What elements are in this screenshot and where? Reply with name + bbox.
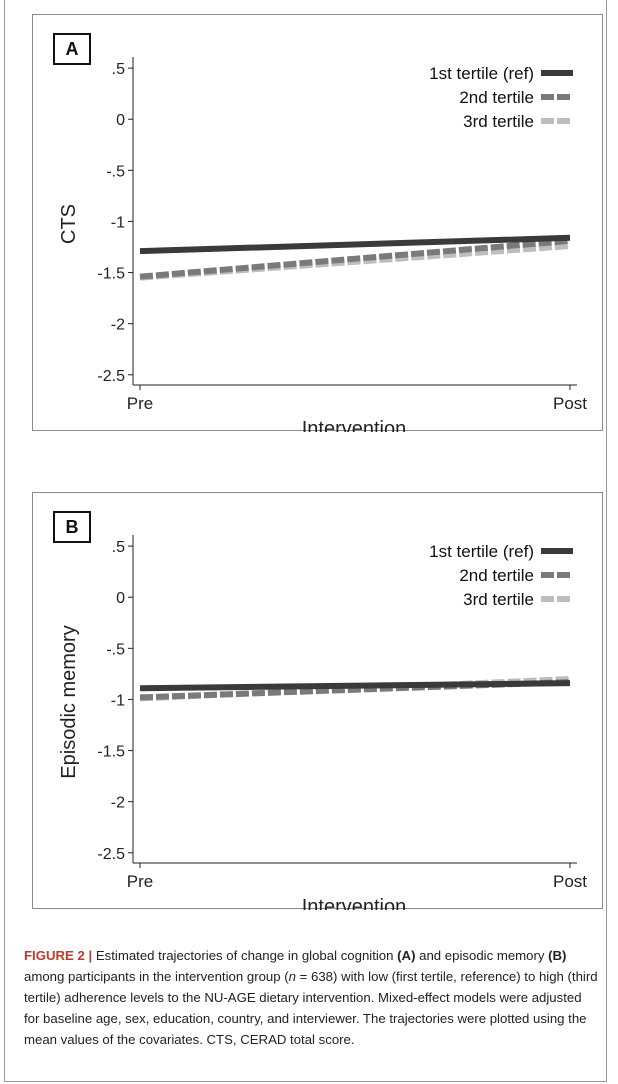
caption-ref-b: (B) <box>548 948 567 963</box>
panel-b: .5 0 -.5 -1 -1.5 -2 -2.5 Pre Post Intervention Epi… <box>32 492 603 910</box>
caption-text-2: and episodic memory <box>415 948 549 963</box>
y-tick-label: -.5 <box>106 163 125 180</box>
caption-ref-a: (A) <box>397 948 416 963</box>
y-tick-label: -2 <box>111 317 125 334</box>
y-tick-label: 0 <box>116 590 125 607</box>
y-axis-title: Episodic memory <box>58 625 80 778</box>
series-line <box>139 234 571 255</box>
x-tick-label: Pre <box>127 394 153 413</box>
y-tick-label: -1 <box>111 214 125 231</box>
figure-caption: FIGURE 2 | Estimated trajectories of cha… <box>24 945 599 1050</box>
y-axis-title: CTS <box>58 204 80 244</box>
panel-a: .5 0 -.5 -1 -1.5 -2 -2.5 Pre Post Intervention CTS… <box>32 14 603 432</box>
y-tick-label: -1.5 <box>97 266 125 283</box>
panel-b-tag: B <box>53 511 91 543</box>
caption-lead: FIGURE 2 | <box>24 948 93 963</box>
y-tick-label: -2.5 <box>97 368 125 385</box>
figure-frame <box>4 0 607 1082</box>
y-tick-label: -.5 <box>106 641 125 658</box>
x-axis-title: Intervention <box>302 896 407 910</box>
caption-text-4: = 638) with low (first tertile, referenc… <box>24 969 598 1047</box>
y-tick-label: -2.5 <box>97 846 125 863</box>
y-tick-label: .5 <box>112 539 125 556</box>
legend-label: 1st tertile (ref) <box>429 542 534 561</box>
y-tick-label: -1.5 <box>97 744 125 761</box>
caption-text-1: Estimated trajectories of change in glob… <box>92 948 398 963</box>
series-line <box>139 237 571 280</box>
legend-label: 2nd tertile <box>459 88 534 107</box>
x-tick-label: Post <box>553 394 587 413</box>
caption-text-3: among participants in the intervention g… <box>24 969 289 984</box>
y-tick-label: 0 <box>116 112 125 129</box>
y-tick-label: -2 <box>111 795 125 812</box>
x-tick-label: Pre <box>127 872 153 891</box>
legend-label: 2nd tertile <box>459 566 534 585</box>
y-tick-label: -1 <box>111 692 125 709</box>
x-tick-label: Post <box>553 872 587 891</box>
x-axis-title: Intervention <box>302 418 407 432</box>
legend-label: 1st tertile (ref) <box>429 64 534 83</box>
legend-label: 3rd tertile <box>463 590 534 609</box>
series-line <box>139 680 571 692</box>
caption-n-var: n <box>288 969 296 984</box>
legend-label: 3rd tertile <box>463 112 534 131</box>
panel-a-tag: A <box>53 33 91 65</box>
y-tick-label: .5 <box>112 61 125 78</box>
